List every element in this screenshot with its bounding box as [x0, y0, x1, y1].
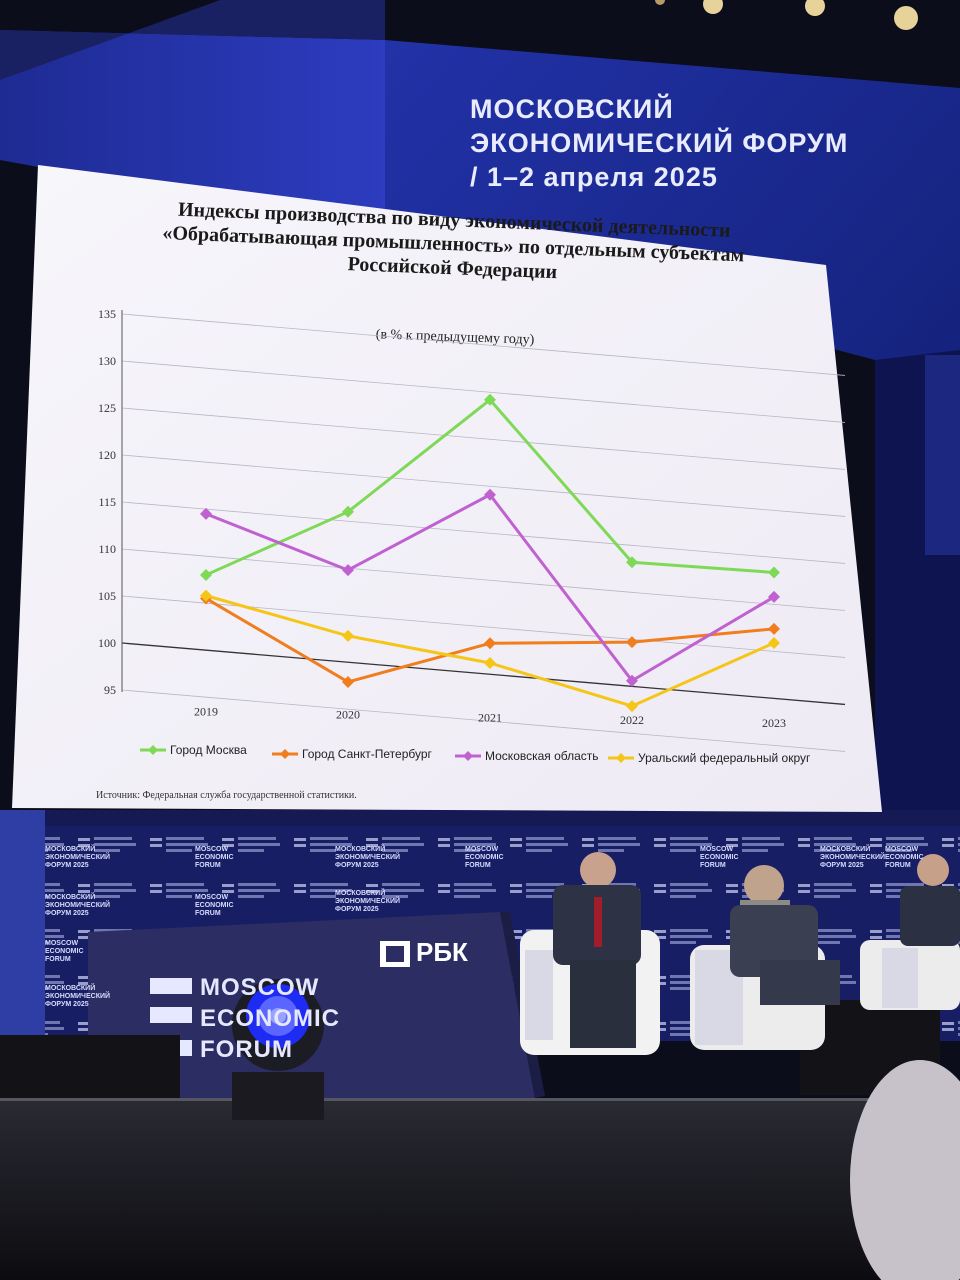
logo-line-1: MOSCOW: [200, 974, 320, 1001]
backdrop-logo-label: MOSCOW ECONOMIC FORUM: [45, 940, 84, 963]
banner-line-2: ЭКОНОМИЧЕСКИЙ ФОРУМ: [470, 128, 849, 158]
backdrop-logo-label: MOSCOW ECONOMIC FORUM: [700, 846, 739, 869]
banner-line-1: МОСКОВСКИЙ: [470, 94, 674, 124]
legend-label: Уральский федеральный округ: [638, 751, 811, 765]
backdrop-logo-label: МОСКОВСКИЙ ЭКОНОМИЧЕСКИЙ ФОРУМ 2025: [820, 846, 886, 869]
banner-line-3: / 1–2 апреля 2025: [470, 162, 718, 192]
backdrop-logo-label: MOSCOW ECONOMIC FORUM: [195, 894, 234, 917]
backdrop-logo-label: МОСКОВСКИЙ ЭКОНОМИЧЕСКИЙ ФОРУМ 2025: [335, 890, 401, 913]
rbk-logo: РБК: [380, 937, 468, 968]
legend-label: Московская область: [485, 749, 599, 763]
legend-item: Город Москва: [140, 743, 247, 757]
rbk-logo-text: РБК: [416, 937, 468, 967]
legend-label: Город Санкт-Петербург: [302, 747, 432, 761]
legend-label: Город Москва: [170, 743, 247, 757]
backdrop-logo-label: МОСКОВСКИЙ ЭКОНОМИЧЕСКИЙ ФОРУМ 2025: [45, 846, 111, 869]
backdrop-logo-label: МОСКОВСКИЙ ЭКОНОМИЧЕСКИЙ ФОРУМ 2025: [335, 846, 401, 869]
logo-line-3: FORUM: [200, 1036, 293, 1063]
legend-swatch-icon: [140, 745, 166, 755]
legend-item: Город Санкт-Петербург: [272, 747, 432, 761]
backdrop-logo-label: МОСКОВСКИЙ ЭКОНОМИЧЕСКИЙ ФОРУМ 2025: [45, 985, 111, 1008]
legend-item: Уральский федеральный округ: [608, 751, 810, 765]
legend-swatch-icon: [272, 749, 298, 759]
legend-swatch-icon: [455, 751, 481, 761]
logo-line-2: ECONOMIC: [200, 1005, 340, 1032]
backdrop-logo-label: MOSCOW ECONOMIC FORUM: [465, 846, 504, 869]
legend-swatch-icon: [608, 753, 634, 763]
chart-source-note: Источник: Федеральная служба государстве…: [96, 790, 357, 801]
backdrop-logo-label: МОСКОВСКИЙ ЭКОНОМИЧЕСКИЙ ФОРУМ 2025: [45, 894, 111, 917]
backdrop-logo-label: MOSCOW ECONOMIC FORUM: [195, 846, 234, 869]
backdrop-logo-label: MOSCOW ECONOMIC FORUM: [885, 846, 924, 869]
moscow-economic-forum-logo: MOSCOW ECONOMIC FORUM: [150, 972, 340, 1065]
legend-item: Московская область: [455, 749, 599, 763]
forum-banner-title: МОСКОВСКИЙ ЭКОНОМИЧЕСКИЙ ФОРУМ / 1–2 апр…: [470, 92, 940, 194]
